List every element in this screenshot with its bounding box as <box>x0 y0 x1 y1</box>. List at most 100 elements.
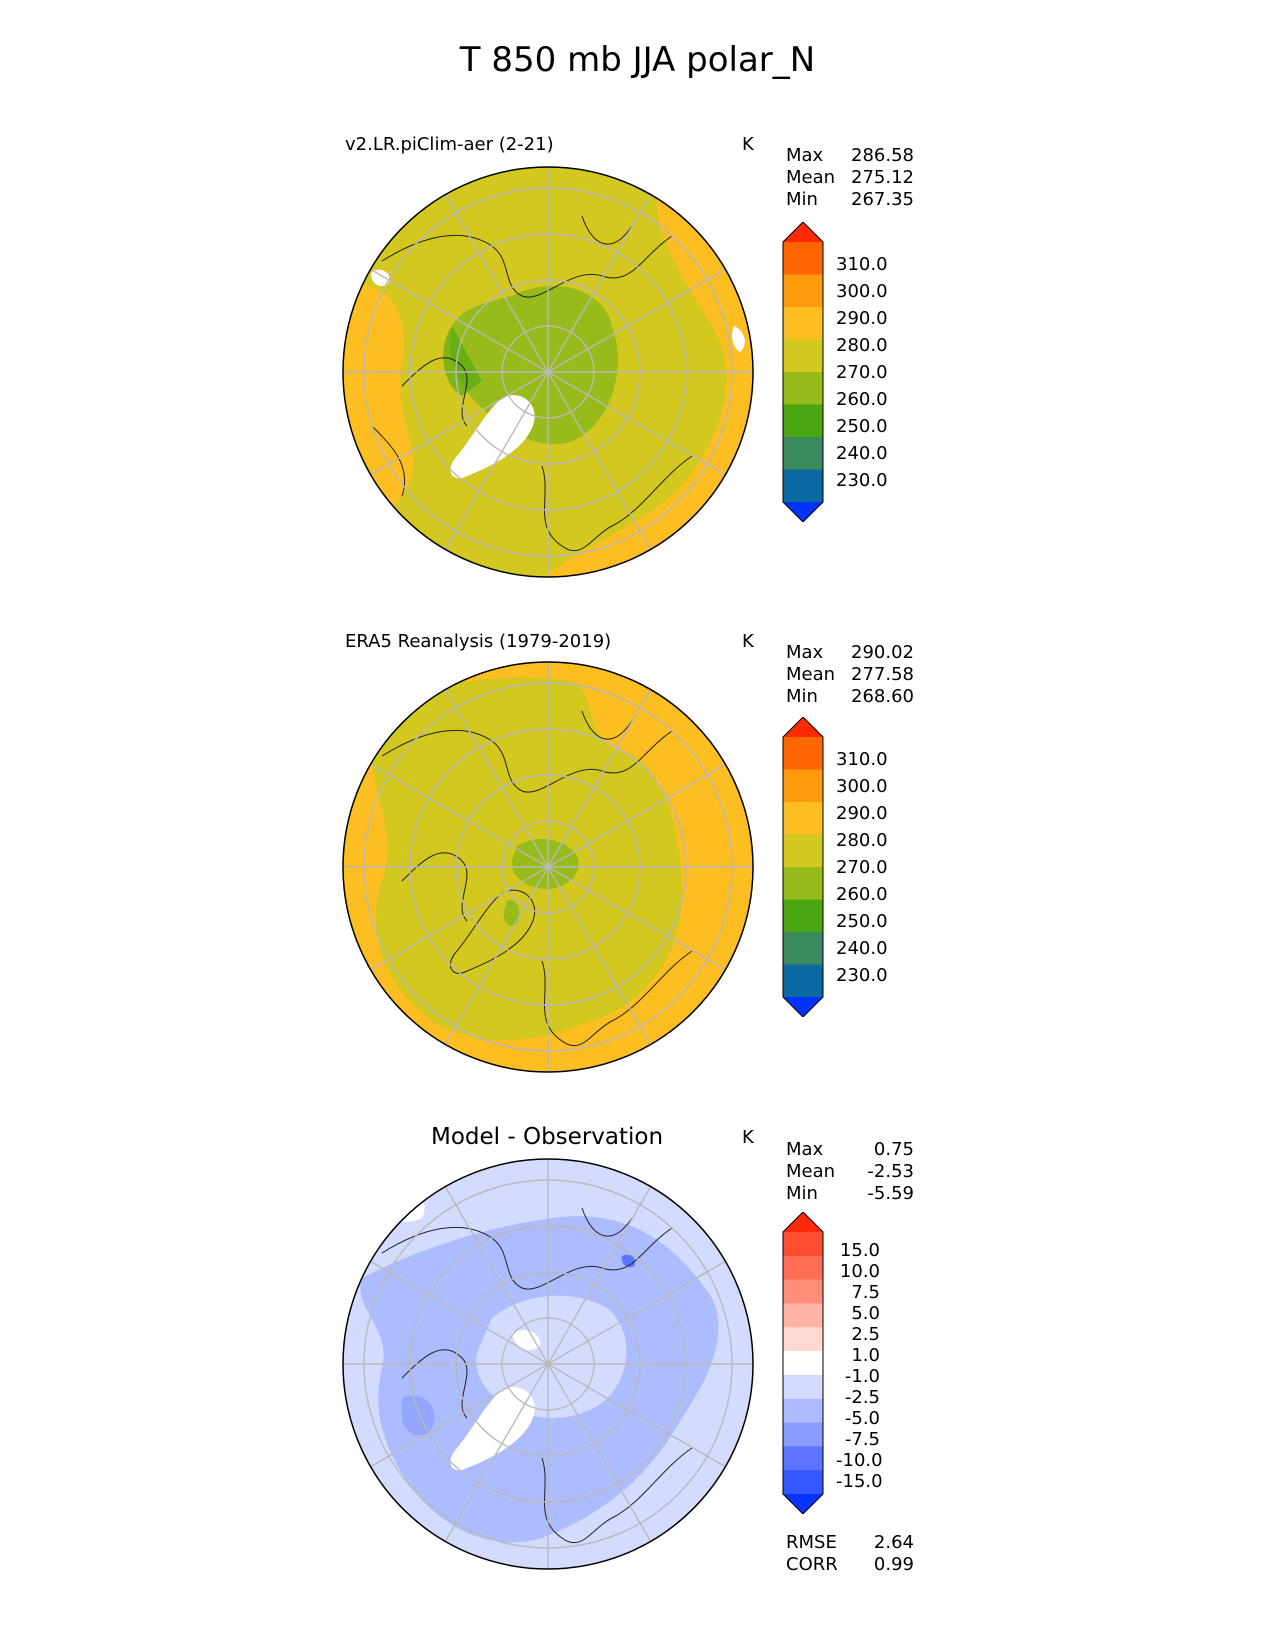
stat-value: 275.12 <box>851 167 914 188</box>
colorbar-segment <box>783 1351 823 1376</box>
colorbar-tick: 2.5 <box>851 1324 880 1345</box>
colorbar-tick: -2.5 <box>844 1387 880 1408</box>
colorbar-extend-top <box>783 222 823 242</box>
stat-label: Max <box>786 145 824 166</box>
colorbar-segment <box>783 1422 823 1447</box>
stat-value: 290.02 <box>851 642 914 663</box>
panel-reference-colorbar <box>782 717 824 1017</box>
colorbar-segment <box>783 307 823 340</box>
colorbar-outline <box>782 222 824 522</box>
panel-difference-title: Model - Observation <box>431 1124 664 1150</box>
panel-model-stats: Max 286.58 Mean 275.12 Min 267.35 <box>786 145 914 211</box>
colorbar-tick: 5.0 <box>851 1303 880 1324</box>
colorbar-tick: 300.0 <box>836 776 888 797</box>
panel-reference-stats: Max 290.02 Mean 277.58 Min 268.60 <box>786 642 914 708</box>
colorbar-segment <box>783 769 823 803</box>
colorbar-tick: 310.0 <box>836 749 888 770</box>
panel-difference-metrics: RMSE 2.64 CORR 0.99 <box>786 1532 914 1576</box>
panel-model-title: v2.LR.piClim-aer (2-21) <box>345 134 554 155</box>
panel-model-colorbar <box>782 222 824 522</box>
stat-value: 286.58 <box>851 145 914 166</box>
stat-value: -5.59 <box>867 1183 914 1204</box>
colorbar-tick: 230.0 <box>836 470 888 491</box>
colorbar-segment <box>783 339 823 373</box>
panel-difference-colorbar <box>782 1212 824 1514</box>
colorbar-outline <box>782 1212 824 1514</box>
colorbar-tick: 270.0 <box>836 857 888 878</box>
metric-value: 0.99 <box>873 1554 914 1575</box>
stat-label: Mean <box>786 1161 836 1182</box>
metric-label: CORR <box>786 1554 838 1575</box>
colorbar-extend-bottom <box>783 997 823 1017</box>
metric-label: RMSE <box>786 1532 837 1553</box>
colorbar-segment <box>783 1374 823 1400</box>
panel-difference-stats: Max 0.75 Mean -2.53 Min -5.59 <box>786 1139 914 1205</box>
stat-value: -2.53 <box>867 1161 914 1182</box>
colorbar-segment <box>783 1446 823 1471</box>
colorbar-segment <box>783 899 823 933</box>
stat-label: Min <box>786 189 818 210</box>
panel-reference-title: ERA5 Reanalysis (1979-2019) <box>345 631 612 652</box>
colorbar-segment <box>783 469 823 503</box>
colorbar-segment <box>783 1303 823 1328</box>
colorbar-tick: 290.0 <box>836 803 888 824</box>
colorbar-tick: 240.0 <box>836 443 888 464</box>
colorbar-segment <box>783 1398 823 1424</box>
colorbar-segment <box>783 964 823 998</box>
colorbar-segment <box>783 404 823 438</box>
colorbar-tick: 260.0 <box>836 389 888 410</box>
panel-reference-map <box>342 661 754 1073</box>
colorbar-segment <box>783 867 823 900</box>
colorbar-segment <box>783 932 823 965</box>
colorbar-tick: 310.0 <box>836 254 888 275</box>
stat-value: 277.58 <box>851 664 914 685</box>
page-title: T 850 mb JJA polar_N <box>459 40 816 80</box>
colorbar-segment <box>783 834 823 868</box>
colorbar-segment <box>783 437 823 470</box>
stat-label: Min <box>786 686 818 707</box>
colorbar-tick: 300.0 <box>836 281 888 302</box>
colorbar-tick: 230.0 <box>836 965 888 986</box>
colorbar-segment <box>783 242 823 275</box>
colorbar-segment <box>783 1255 823 1281</box>
colorbar-segment <box>783 1327 823 1352</box>
colorbar-outline <box>782 717 824 1017</box>
colorbar-extend-top <box>783 1212 823 1232</box>
stat-label: Max <box>786 1139 824 1160</box>
colorbar-segment <box>783 372 823 405</box>
colorbar-segment <box>783 1232 823 1257</box>
stat-label: Mean <box>786 167 836 188</box>
colorbar-tick: 270.0 <box>836 362 888 383</box>
colorbar-segment <box>783 802 823 835</box>
colorbar-segment <box>783 1279 823 1304</box>
metric-value: 2.64 <box>873 1532 914 1553</box>
panel-difference-units: K <box>742 1127 754 1148</box>
colorbar-tick: 7.5 <box>851 1282 880 1303</box>
colorbar-tick: -1.0 <box>844 1366 880 1387</box>
stat-value: 268.60 <box>851 686 914 707</box>
panel-model-units: K <box>742 134 754 155</box>
stat-label: Min <box>786 1183 818 1204</box>
stat-label: Max <box>786 642 824 663</box>
colorbar-tick: 240.0 <box>836 938 888 959</box>
colorbar-tick: -7.5 <box>844 1429 880 1450</box>
colorbar-tick: 10.0 <box>839 1261 880 1282</box>
panel-model-map <box>342 166 754 578</box>
colorbar-tick: 250.0 <box>836 416 888 437</box>
colorbar-tick: 1.0 <box>851 1345 880 1366</box>
colorbar-segment <box>783 274 823 308</box>
stat-value: 267.35 <box>851 189 914 210</box>
colorbar-tick: 280.0 <box>836 830 888 851</box>
colorbar-extend-top <box>783 717 823 737</box>
panel-difference-map <box>342 1158 754 1570</box>
colorbar-tick: 290.0 <box>836 308 888 329</box>
stat-value: 0.75 <box>873 1139 914 1160</box>
colorbar-extend-bottom <box>783 502 823 522</box>
colorbar-tick: 280.0 <box>836 335 888 356</box>
colorbar-extend-bottom <box>783 1494 823 1514</box>
colorbar-tick: -5.0 <box>844 1408 880 1429</box>
panel-reference-units: K <box>742 631 754 652</box>
colorbar-tick: -10.0 <box>836 1450 883 1471</box>
colorbar-tick: 250.0 <box>836 911 888 932</box>
colorbar-segment <box>783 1470 823 1495</box>
